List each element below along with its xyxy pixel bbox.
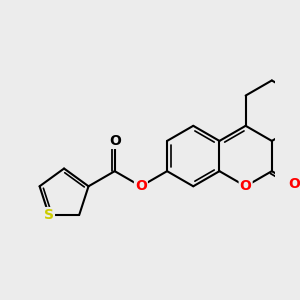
Text: O: O xyxy=(288,177,300,191)
Text: O: O xyxy=(135,179,147,193)
Text: S: S xyxy=(44,208,54,222)
Text: O: O xyxy=(240,179,252,193)
Text: O: O xyxy=(109,134,121,148)
